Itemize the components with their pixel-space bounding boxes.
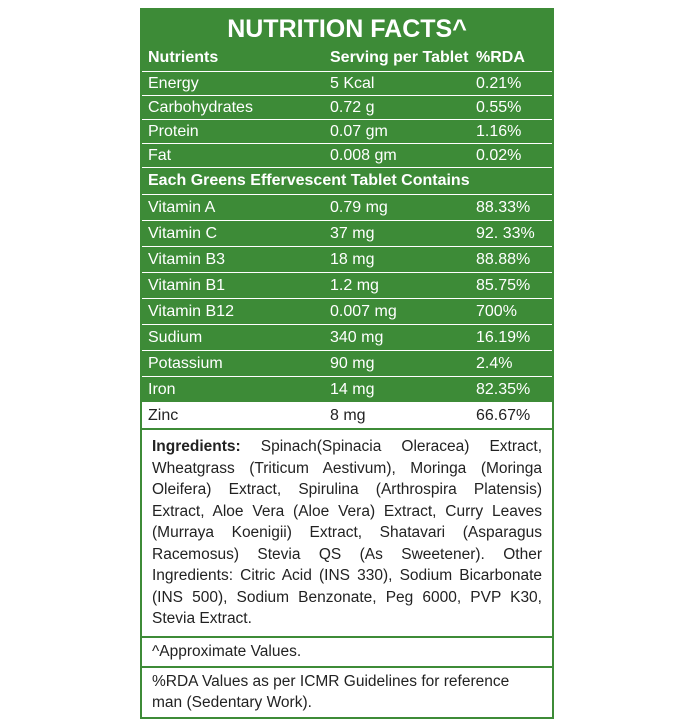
table-cell: 16.19% [476,329,531,346]
table-cell: Vitamin C [148,225,218,242]
ingredients-text: Spinach(Spinacia Oleracea) Extract, Whea… [152,438,543,627]
page: NUTRITION FACTS^ Nutrients Serving per T… [140,8,554,719]
table-cell: Vitamin B3 [148,251,226,268]
table-cell: 5 Kcal [330,75,375,92]
table-cell: 92. 33% [476,225,535,242]
table-row: Iron 14 mg 82.35% [142,377,552,403]
table-cell: 37 mg [330,225,375,242]
table-cell: 2.4% [476,355,513,372]
table-cell: 90 mg [330,355,375,372]
table-cell: 88.33% [476,199,531,216]
table-cell: 0.008 gm [330,147,397,164]
tablet-rows: Vitamin A 0.79 mg 88.33% Vitamin C 37 mg 92. … [142,195,552,430]
table-row: Energy 5 Kcal 0.21% [142,72,552,96]
table-row: Zinc 8 mg 66.67% [142,403,552,430]
table-row: Potassium 90 mg 2.4% [142,351,552,377]
table-cell: Carbohydrates [148,99,253,116]
table-cell: 18 mg [330,251,375,268]
table-row: Vitamin C 37 mg 92. 33% [142,221,552,247]
table-cell: Fat [148,147,172,164]
table-cell: 8 mg [330,407,366,424]
table-cell: 0.007 mg [330,303,397,320]
ingredients: Ingredients: Spinach(Spinacia Oleracea) … [142,430,552,638]
table-cell: Zinc [148,407,179,424]
table-row: Protein 0.07 gm 1.16% [142,120,552,144]
table-cell: 0.72 g [330,99,375,116]
table-cell: Vitamin B12 [148,303,234,320]
table-row: Vitamin B1 1.2 mg 85.75% [142,273,552,299]
table-row: Vitamin A 0.79 mg 88.33% [142,195,552,221]
table-cell: Iron [148,381,176,398]
nutrition-panel: NUTRITION FACTS^ Nutrients Serving per T… [140,8,554,719]
table-cell: 1.16% [476,123,522,140]
section-heading: Each Greens Effervescent Tablet Contains [142,168,552,195]
table-row: Fat 0.008 gm 0.02% [142,144,552,168]
table-cell: Energy [148,75,199,92]
table-cell: Potassium [148,355,223,372]
table-row: Sudium 340 mg 16.19% [142,325,552,351]
table-cell: 0.79 mg [330,199,388,216]
table-cell: 0.55% [476,99,522,116]
table-cell: 1.2 mg [330,277,379,294]
table-cell: Protein [148,123,199,140]
table-cell: Vitamin A [148,199,216,216]
table-cell: 700% [476,303,517,320]
table-cell: 14 mg [330,381,375,398]
table-cell: 0.02% [476,147,522,164]
table-cell: 88.88% [476,251,531,268]
header-row: Nutrients Serving per Tablet %RDA [142,45,552,72]
table-row: Vitamin B3 18 mg 88.88% [142,247,552,273]
table-cell: 82.35% [476,381,531,398]
table-cell: 0.07 gm [330,123,388,140]
table-cell: 85.75% [476,277,531,294]
table-cell: 340 mg [330,329,384,346]
basic-rows: Energy 5 Kcal 0.21% Carbohydrates 0.72 g 0.55… [142,72,552,168]
footnote: %RDA Values as per ICMR Guidelines for r… [142,665,552,717]
header-cell: Nutrients [148,49,219,66]
ingredients-label: Ingredients: [152,438,241,455]
title: NUTRITION FACTS^ [142,10,552,45]
header-cell: Serving per Tablet [330,49,469,66]
header-cell: %RDA [476,49,525,66]
footnotes: ^Approximate Values. %RDA Values as per I… [142,638,552,717]
footnote: ^Approximate Values. [152,642,302,660]
table-row: Vitamin B12 0.007 mg 700% [142,299,552,325]
table-cell: Vitamin B1 [148,277,226,294]
table-cell: Sudium [148,329,203,346]
table-cell: 66.67% [476,407,531,424]
table-row: Carbohydrates 0.72 g 0.55% [142,96,552,120]
table-cell: 0.21% [476,75,522,92]
